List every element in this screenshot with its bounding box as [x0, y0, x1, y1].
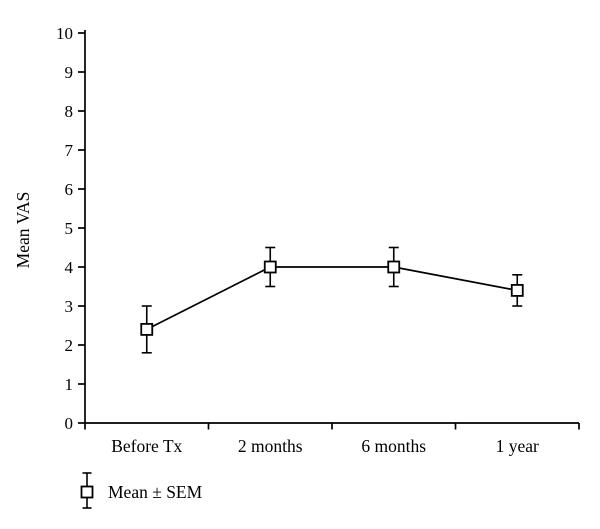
y-tick-label: 0 — [65, 414, 74, 433]
y-tick-label: 9 — [65, 63, 74, 82]
data-point-marker — [510, 283, 524, 297]
x-category-label: Before Tx — [111, 436, 182, 456]
axes: 0 1 2 3 4 5 6 7 8 9 10 Before Tx 2 months 6 months 1 y… — [56, 24, 580, 456]
y-tick-label: 3 — [65, 297, 74, 316]
y-tick-label: 10 — [56, 24, 73, 43]
x-category-label: 1 year — [496, 436, 539, 456]
legend-errorbar-marker-icon — [80, 472, 94, 509]
legend: Mean ± SEM — [80, 472, 203, 509]
y-tick-label: 5 — [65, 219, 74, 238]
data-series — [140, 246, 524, 354]
y-tick-label: 2 — [65, 336, 74, 355]
y-axis-title: Mean VAS — [13, 192, 33, 269]
series-line — [146, 266, 518, 331]
data-point-marker — [263, 260, 277, 274]
y-tick-label: 7 — [65, 141, 74, 160]
y-tick-label: 8 — [65, 102, 74, 121]
x-category-label: 2 months — [238, 436, 303, 456]
y-tick-label: 1 — [65, 375, 74, 394]
y-tick-label: 4 — [65, 258, 74, 277]
legend-label: Mean ± SEM — [108, 482, 203, 502]
x-category-label: 6 months — [361, 436, 426, 456]
data-point-marker — [387, 260, 401, 274]
y-tick-label: 6 — [65, 180, 74, 199]
data-point-marker — [140, 322, 154, 336]
